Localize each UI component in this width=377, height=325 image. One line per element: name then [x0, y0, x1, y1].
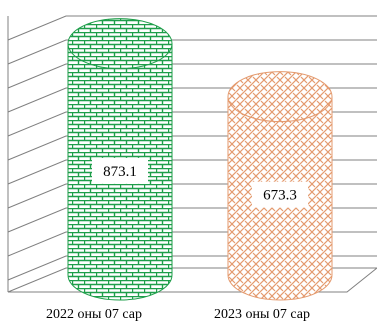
x-tick-label: 2023 оны 07 сар — [214, 307, 310, 322]
data-label: 873.1 — [103, 164, 137, 180]
bar-cylinder-top — [227, 71, 333, 123]
data-label: 673.3 — [263, 188, 297, 204]
data-labels: 873.1 673.3 — [92, 157, 308, 208]
x-tick-label: 2022 оны 07 сар — [46, 307, 142, 322]
x-axis-tick-labels: 2022 оны 07 сар 2023 оны 07 сар — [46, 307, 310, 322]
data-label-box — [252, 181, 308, 208]
gridline — [7, 15, 377, 41]
gridline — [7, 63, 377, 89]
chart-walls — [7, 16, 377, 293]
data-label-box — [92, 157, 148, 184]
gridline — [7, 39, 377, 65]
chart-floor — [7, 267, 377, 293]
bar-cylinder-top — [67, 18, 173, 70]
